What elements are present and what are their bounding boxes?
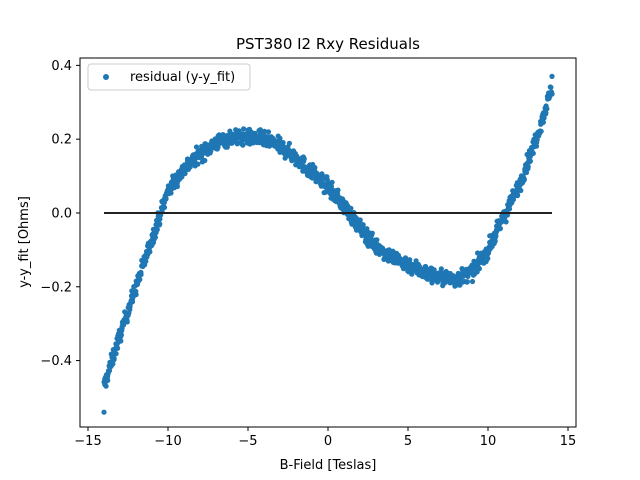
- residual-point: [360, 222, 366, 228]
- residual-point: [335, 187, 341, 193]
- scatter-points: [101, 73, 555, 415]
- residual-point: [115, 345, 121, 351]
- residual-point: [105, 377, 111, 383]
- residual-point: [407, 257, 413, 263]
- residual-point: [121, 322, 127, 328]
- y-tick-label: −0.4: [40, 354, 72, 369]
- residual-point: [549, 91, 555, 97]
- residual-point: [124, 319, 130, 325]
- residual-point: [152, 234, 158, 240]
- x-tick-label: −5: [238, 434, 257, 449]
- residual-point: [329, 179, 335, 185]
- x-tick-label: 5: [404, 434, 412, 449]
- residual-point: [265, 129, 272, 135]
- residual-point: [301, 156, 307, 162]
- residual-point: [438, 266, 444, 272]
- residual-point: [515, 192, 521, 198]
- residual-point: [497, 225, 503, 232]
- residual-point: [409, 271, 415, 277]
- y-axis-label: y-y_fit [Ohms]: [17, 196, 32, 288]
- residual-point: [161, 204, 168, 210]
- residual-point: [103, 383, 109, 389]
- chart-title: PST380 I2 Rxy Residuals: [236, 35, 420, 53]
- residual-point: [147, 249, 153, 255]
- residual-point: [240, 142, 246, 148]
- residual-point: [521, 177, 527, 183]
- residual-point: [111, 357, 117, 363]
- legend-box: [87, 63, 251, 91]
- residual-point: [143, 258, 149, 264]
- residual-point: [541, 115, 547, 121]
- residual-point: [369, 230, 375, 236]
- residual-point: [527, 158, 534, 164]
- residual-point: [202, 157, 208, 164]
- residual-point: [312, 165, 318, 171]
- residual-point: [262, 128, 268, 134]
- residual-point: [118, 332, 124, 338]
- y-tick-label: 0.4: [51, 59, 72, 74]
- residual-point: [357, 217, 363, 223]
- residual-point: [540, 119, 547, 125]
- legend: residual (y-y_fit): [87, 63, 251, 91]
- residual-point: [465, 273, 471, 279]
- residual-point: [364, 226, 370, 232]
- y-tick-label: 0.2: [51, 133, 72, 148]
- x-tick-label: −10: [154, 434, 181, 449]
- residual-point: [163, 196, 169, 202]
- residual-point: [101, 409, 107, 415]
- y-tick-label: −0.2: [40, 280, 72, 295]
- residual-point: [154, 227, 160, 233]
- residual-point: [241, 126, 247, 132]
- residual-point: [193, 144, 200, 150]
- residual-point: [534, 137, 540, 143]
- residual-point: [548, 84, 554, 90]
- x-tick-label: −15: [74, 434, 101, 449]
- residual-point: [118, 338, 124, 344]
- residual-point: [530, 150, 536, 156]
- residual-point: [137, 276, 143, 283]
- residual-point: [544, 106, 550, 112]
- residual-point: [280, 140, 286, 146]
- x-tick-label: 10: [480, 434, 497, 449]
- x-axis: −15 −10 −5 0 5 10 15: [74, 427, 576, 449]
- residual-point: [110, 361, 116, 367]
- residual-point: [133, 292, 139, 298]
- residual-point: [469, 278, 476, 285]
- residual-point: [286, 140, 292, 146]
- residual-point: [485, 255, 491, 262]
- residual-point: [464, 279, 470, 285]
- residual-point: [525, 164, 531, 170]
- legend-marker: [103, 74, 109, 80]
- residual-point: [157, 221, 163, 227]
- y-tick-label: 0.0: [51, 206, 72, 221]
- residual-point: [374, 237, 380, 243]
- residual-point: [138, 271, 144, 278]
- x-tick-label: 0: [324, 434, 332, 449]
- residual-point: [503, 219, 509, 225]
- residual-point: [402, 255, 409, 261]
- residual-point: [168, 190, 174, 196]
- residual-point: [476, 266, 482, 272]
- x-tick-label: 15: [560, 434, 577, 449]
- residual-point: [174, 183, 180, 190]
- residual-point: [549, 73, 555, 79]
- residual-point: [157, 216, 163, 222]
- residual-point: [543, 110, 549, 116]
- x-axis-label: B-Field [Teslas]: [280, 458, 377, 473]
- y-axis: −0.4 −0.2 0.0 0.2 0.4: [40, 59, 80, 369]
- residual-point: [538, 128, 544, 134]
- residual-point: [518, 187, 524, 194]
- legend-label: residual (y-y_fit): [130, 70, 235, 85]
- residual-point: [195, 161, 201, 167]
- residual-point: [113, 351, 119, 357]
- residual-point: [348, 205, 354, 211]
